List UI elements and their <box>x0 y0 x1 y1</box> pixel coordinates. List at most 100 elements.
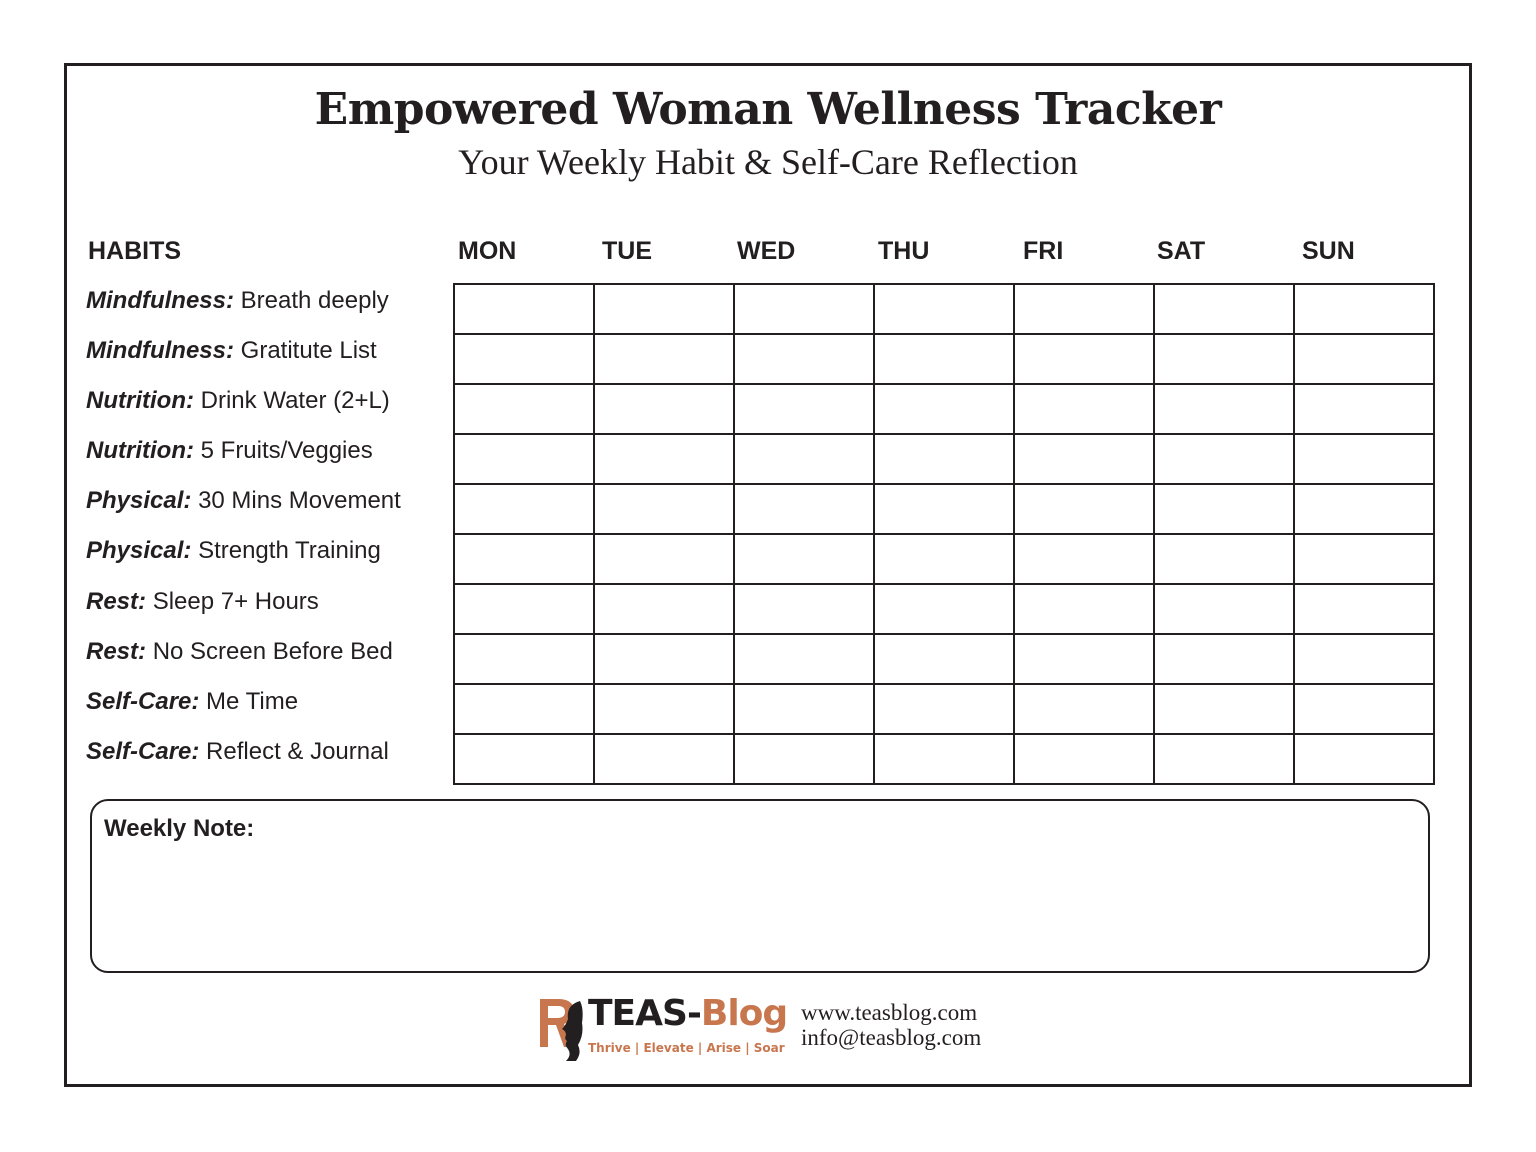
habit-check-cell-mon[interactable] <box>453 333 595 385</box>
habit-check-cell-fri[interactable] <box>1013 683 1155 735</box>
habit-check-cell-sun[interactable] <box>1293 633 1435 685</box>
habit-check-cell-fri[interactable] <box>1013 383 1155 435</box>
habit-category: Nutrition: <box>86 387 194 414</box>
habit-check-cell-sat[interactable] <box>1153 433 1295 485</box>
habit-check-cell-thu[interactable] <box>873 333 1015 385</box>
habit-check-cell-sat[interactable] <box>1153 283 1295 335</box>
habit-check-cell-wed[interactable] <box>733 533 875 585</box>
logo-wordmark: TEAS-Blog <box>588 993 788 1034</box>
habit-checkbox-grid <box>453 283 1435 785</box>
habit-check-cell-mon[interactable] <box>453 683 595 735</box>
habit-check-cell-tue[interactable] <box>593 633 735 685</box>
habit-check-cell-sun[interactable] <box>1293 433 1435 485</box>
habit-check-cell-wed[interactable] <box>733 683 875 735</box>
weekly-note-box[interactable]: Weekly Note: <box>90 799 1430 973</box>
habit-check-cell-mon[interactable] <box>453 283 595 335</box>
habit-check-cell-sat[interactable] <box>1153 383 1295 435</box>
habit-check-cell-sun[interactable] <box>1293 533 1435 585</box>
habit-check-cell-wed[interactable] <box>733 733 875 785</box>
day-header-sun: SUN <box>1302 237 1355 265</box>
habit-check-cell-thu[interactable] <box>873 683 1015 735</box>
habit-check-cell-mon[interactable] <box>453 383 595 435</box>
habit-check-cell-fri[interactable] <box>1013 433 1155 485</box>
habit-row-label: Mindfulness: Gratitute List <box>86 337 377 365</box>
day-header-fri: FRI <box>1023 237 1064 265</box>
habit-check-cell-sat[interactable] <box>1153 733 1295 785</box>
habit-check-cell-tue[interactable] <box>593 483 735 535</box>
habit-check-cell-sun[interactable] <box>1293 383 1435 435</box>
habit-check-cell-fri[interactable] <box>1013 633 1155 685</box>
habit-check-cell-thu[interactable] <box>873 433 1015 485</box>
page-border <box>64 63 1472 1087</box>
habit-check-cell-thu[interactable] <box>873 533 1015 585</box>
habit-check-cell-mon[interactable] <box>453 733 595 785</box>
habit-check-cell-sat[interactable] <box>1153 633 1295 685</box>
habit-check-cell-tue[interactable] <box>593 433 735 485</box>
habit-check-cell-sat[interactable] <box>1153 483 1295 535</box>
logo-tagline: Thrive | Elevate | Arise | Soar <box>588 1041 785 1055</box>
habit-check-cell-thu[interactable] <box>873 583 1015 635</box>
habit-name: Breath deeply <box>240 287 389 314</box>
habit-check-cell-tue[interactable] <box>593 533 735 585</box>
website-url[interactable]: www.teasblog.com <box>801 1000 978 1025</box>
habit-check-cell-tue[interactable] <box>593 733 735 785</box>
habit-row-label: Rest: No Screen Before Bed <box>86 638 393 666</box>
habit-name: Drink Water (2+L) <box>200 387 390 414</box>
day-header-mon: MON <box>458 237 517 265</box>
habit-check-cell-thu[interactable] <box>873 483 1015 535</box>
habit-check-cell-sat[interactable] <box>1153 583 1295 635</box>
habit-check-cell-wed[interactable] <box>733 583 875 635</box>
habit-name: Me Time <box>206 688 299 715</box>
habit-check-cell-fri[interactable] <box>1013 733 1155 785</box>
habit-check-cell-fri[interactable] <box>1013 533 1155 585</box>
habit-check-cell-tue[interactable] <box>593 283 735 335</box>
habit-check-cell-wed[interactable] <box>733 433 875 485</box>
habit-check-cell-sat[interactable] <box>1153 683 1295 735</box>
habit-check-cell-tue[interactable] <box>593 383 735 435</box>
habit-check-cell-fri[interactable] <box>1013 283 1155 335</box>
grid-row <box>453 683 1435 735</box>
habit-check-cell-fri[interactable] <box>1013 583 1155 635</box>
habit-check-cell-wed[interactable] <box>733 383 875 435</box>
habit-check-cell-fri[interactable] <box>1013 333 1155 385</box>
habit-row-label: Rest: Sleep 7+ Hours <box>86 588 319 616</box>
habit-check-cell-thu[interactable] <box>873 283 1015 335</box>
habit-check-cell-sun[interactable] <box>1293 333 1435 385</box>
habit-check-cell-wed[interactable] <box>733 333 875 385</box>
habit-row-label: Self-Care: Reflect & Journal <box>86 738 389 766</box>
habit-check-cell-tue[interactable] <box>593 583 735 635</box>
habit-check-cell-wed[interactable] <box>733 283 875 335</box>
habit-check-cell-sun[interactable] <box>1293 583 1435 635</box>
habit-check-cell-mon[interactable] <box>453 433 595 485</box>
habit-category: Self-Care: <box>86 738 200 765</box>
habit-check-cell-tue[interactable] <box>593 683 735 735</box>
grid-row <box>453 633 1435 685</box>
habit-check-cell-sat[interactable] <box>1153 333 1295 385</box>
habit-check-cell-sun[interactable] <box>1293 483 1435 535</box>
habit-check-cell-mon[interactable] <box>453 483 595 535</box>
habit-check-cell-sat[interactable] <box>1153 533 1295 585</box>
habit-check-cell-mon[interactable] <box>453 583 595 635</box>
page-title: Empowered Woman Wellness Tracker <box>314 84 1222 135</box>
habit-check-cell-mon[interactable] <box>453 533 595 585</box>
habit-name: 5 Fruits/Veggies <box>200 437 373 464</box>
habit-check-cell-tue[interactable] <box>593 333 735 385</box>
habit-check-cell-thu[interactable] <box>873 383 1015 435</box>
habit-name: Sleep 7+ Hours <box>152 588 319 615</box>
habit-check-cell-wed[interactable] <box>733 483 875 535</box>
habit-check-cell-thu[interactable] <box>873 733 1015 785</box>
contact-email[interactable]: info@teasblog.com <box>801 1025 982 1050</box>
habit-name: No Screen Before Bed <box>152 638 393 665</box>
habit-check-cell-thu[interactable] <box>873 633 1015 685</box>
grid-row <box>453 433 1435 485</box>
habit-check-cell-sun[interactable] <box>1293 283 1435 335</box>
habit-check-cell-sun[interactable] <box>1293 683 1435 735</box>
grid-row <box>453 583 1435 635</box>
day-header-tue: TUE <box>602 237 652 265</box>
habit-check-cell-mon[interactable] <box>453 633 595 685</box>
habit-check-cell-fri[interactable] <box>1013 483 1155 535</box>
habit-name: Gratitute List <box>240 337 377 364</box>
habit-check-cell-wed[interactable] <box>733 633 875 685</box>
habit-check-cell-sun[interactable] <box>1293 733 1435 785</box>
grid-row <box>453 483 1435 535</box>
